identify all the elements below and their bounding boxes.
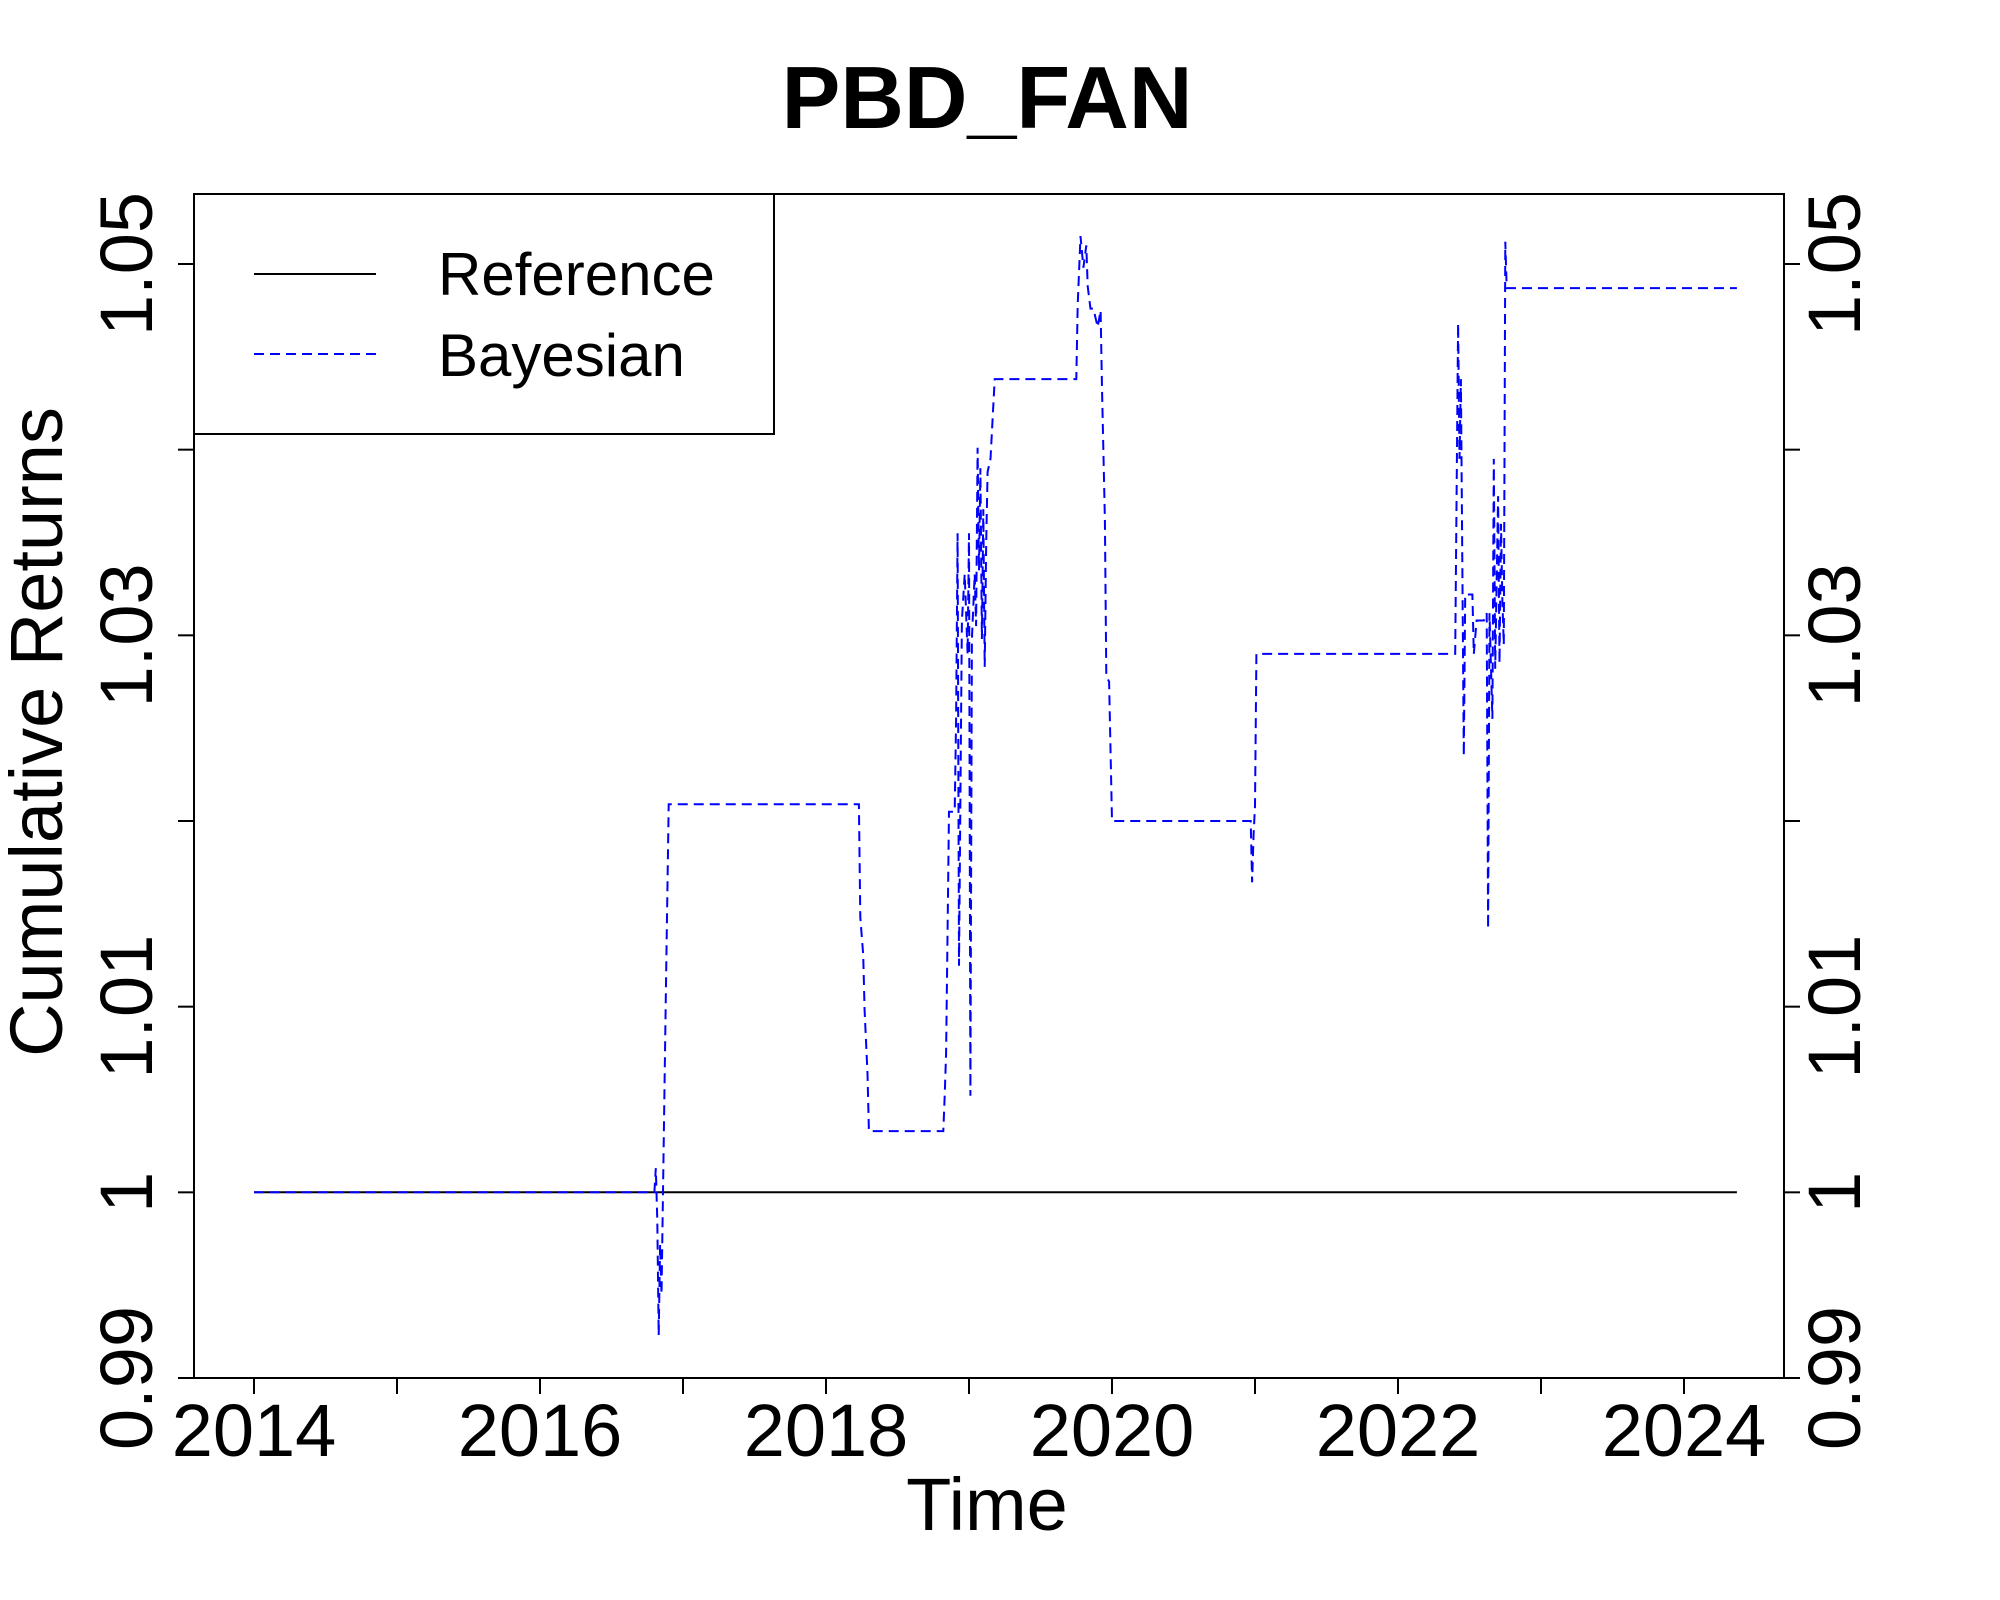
y-tick-label-right: 1.03 bbox=[1793, 563, 1876, 707]
y-tick-label-left: 1.03 bbox=[85, 563, 168, 707]
y-tick-label-left: 1.01 bbox=[85, 935, 168, 1079]
axes-layer: 2014 2016 2018 2020 2022 2024 0.99 0.99 1 1 1.01 1.… bbox=[85, 192, 1876, 1472]
x-tick-label: 2016 bbox=[458, 1389, 623, 1472]
y-tick-label-left: 0.99 bbox=[85, 1306, 168, 1450]
y-tick-label-right: 1.05 bbox=[1793, 192, 1876, 336]
x-tick-label: 2018 bbox=[744, 1389, 909, 1472]
chart-title: PBD_FAN bbox=[782, 48, 1193, 147]
legend: Reference Bayesian bbox=[193, 193, 775, 435]
y-tick-label-right: 1 bbox=[1793, 1172, 1876, 1213]
legend-box bbox=[193, 193, 775, 435]
series-layer bbox=[254, 236, 1737, 1336]
x-tick-label: 2024 bbox=[1602, 1389, 1767, 1472]
y-tick-label-left: 1 bbox=[85, 1172, 168, 1213]
x-tick-label: 2014 bbox=[172, 1389, 337, 1472]
series-line-bayesian bbox=[254, 236, 1737, 1336]
x-tick-label: 2020 bbox=[1030, 1389, 1195, 1472]
x-axis-label: Time bbox=[906, 1463, 1068, 1546]
x-tick-label: 2022 bbox=[1316, 1389, 1481, 1472]
legend-bayesian-label: Bayesian bbox=[438, 322, 685, 389]
y-tick-label-right: 1.01 bbox=[1793, 935, 1876, 1079]
y-axis-label: Cumulative Returns bbox=[0, 407, 78, 1057]
y-tick-label-left: 1.05 bbox=[85, 192, 168, 336]
y-tick-label-right: 0.99 bbox=[1793, 1306, 1876, 1450]
plot-frame bbox=[193, 193, 1785, 1379]
legend-reference-label: Reference bbox=[438, 241, 715, 308]
